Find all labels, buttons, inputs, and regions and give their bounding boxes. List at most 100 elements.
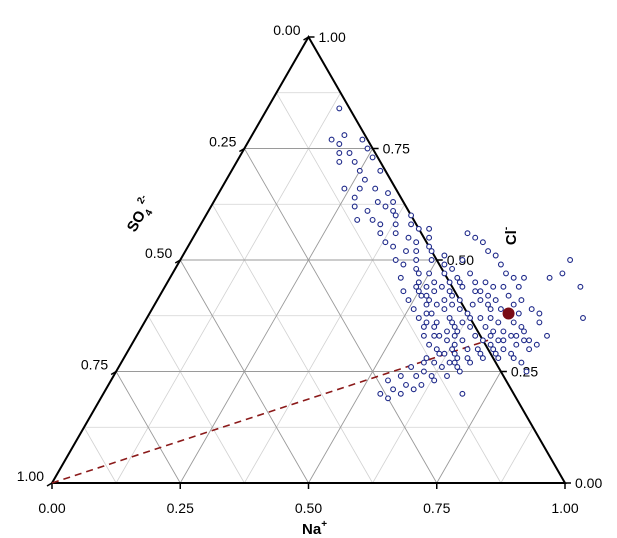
data-point [510, 355, 517, 362]
grid-line [179, 148, 374, 484]
data-point [441, 297, 448, 304]
data-point [413, 265, 420, 272]
na-axis-title: Na+ [302, 519, 327, 538]
data-point [392, 230, 399, 237]
data-point [472, 234, 479, 241]
data-point [487, 315, 494, 321]
data-point [423, 310, 430, 317]
so4-axis-tick-labels: 0.00 0.25 0.50 0.75 1.00 [17, 22, 301, 484]
so4-tick-label: 0.00 [273, 22, 300, 38]
data-point [464, 355, 471, 362]
so4-tick-mark [174, 259, 181, 264]
data-point [485, 248, 492, 255]
data-point [336, 158, 343, 165]
data-point [418, 381, 425, 388]
so4-tick-label: 1.00 [17, 468, 44, 484]
data-point [503, 270, 509, 277]
data-point [505, 292, 512, 299]
data-point [436, 332, 443, 339]
data-point [464, 310, 471, 317]
data-point [451, 359, 458, 366]
data-point [356, 167, 363, 174]
data-point [336, 141, 343, 147]
data-point [515, 310, 522, 317]
data-point [377, 390, 384, 397]
data-point [433, 301, 440, 308]
data-point [490, 328, 497, 335]
data-point [467, 270, 474, 277]
data-point [526, 337, 533, 344]
data-point [431, 288, 438, 295]
data-point [336, 150, 343, 156]
reference-dashed-line [51, 339, 489, 484]
so4-tick-mark [110, 370, 117, 376]
data-point [441, 261, 448, 268]
data-point [528, 306, 535, 313]
data-point [336, 105, 343, 112]
data-point [426, 341, 433, 348]
cl-axis-tick-labels: 0.00 0.25 0.50 0.75 1.00 [319, 29, 603, 491]
data-point [477, 315, 484, 321]
data-point [423, 355, 430, 362]
data-point [403, 248, 409, 255]
data-point [426, 243, 433, 250]
data-point [354, 216, 361, 223]
data-point [356, 185, 363, 192]
data-point [433, 319, 440, 326]
data-point [482, 279, 489, 286]
data-point [428, 373, 435, 379]
data-point [446, 288, 453, 295]
data-point [431, 377, 438, 384]
data-point [451, 350, 458, 357]
data-point [408, 364, 415, 370]
data-point [451, 332, 458, 339]
data-point [497, 306, 504, 313]
data-point [459, 257, 466, 263]
data-point [415, 225, 422, 232]
data-point [536, 310, 543, 317]
cl-tick-label: 1.00 [319, 29, 346, 45]
data-point [431, 332, 438, 339]
data-point [500, 337, 507, 344]
data-point [456, 306, 463, 313]
data-point [479, 239, 486, 246]
data-point [444, 328, 450, 335]
data-point [495, 337, 502, 344]
grid-minor-lines [83, 92, 534, 484]
grid-line [115, 371, 181, 484]
data-point [364, 207, 371, 214]
data-point [441, 350, 448, 357]
so4-tick-mark [46, 482, 53, 487]
data-point [482, 323, 489, 330]
grid-line [436, 371, 502, 484]
data-point [456, 279, 463, 286]
data-point [413, 373, 420, 379]
data-point [415, 315, 422, 321]
data-point [449, 346, 456, 353]
data-point [521, 337, 527, 344]
data-point [428, 257, 435, 263]
data-point [492, 252, 499, 259]
data-point [382, 203, 389, 210]
data-point [438, 283, 445, 290]
data-point [408, 212, 415, 219]
data-point [390, 386, 397, 393]
so4-tick-label: 0.25 [209, 134, 236, 150]
data-point [418, 292, 425, 299]
data-point [408, 221, 415, 228]
data-point [500, 328, 507, 335]
data-point [364, 145, 371, 152]
data-point [490, 346, 497, 353]
data-point [500, 346, 507, 353]
grid-major-lines [115, 148, 502, 484]
data-point [377, 230, 384, 237]
data-point [521, 274, 527, 281]
data-point [477, 297, 484, 304]
data-point [449, 265, 456, 272]
so4-tick-label: 0.75 [81, 357, 108, 373]
data-point [444, 373, 450, 379]
data-point [385, 190, 391, 197]
data-point [341, 185, 348, 192]
data-points [328, 105, 586, 402]
